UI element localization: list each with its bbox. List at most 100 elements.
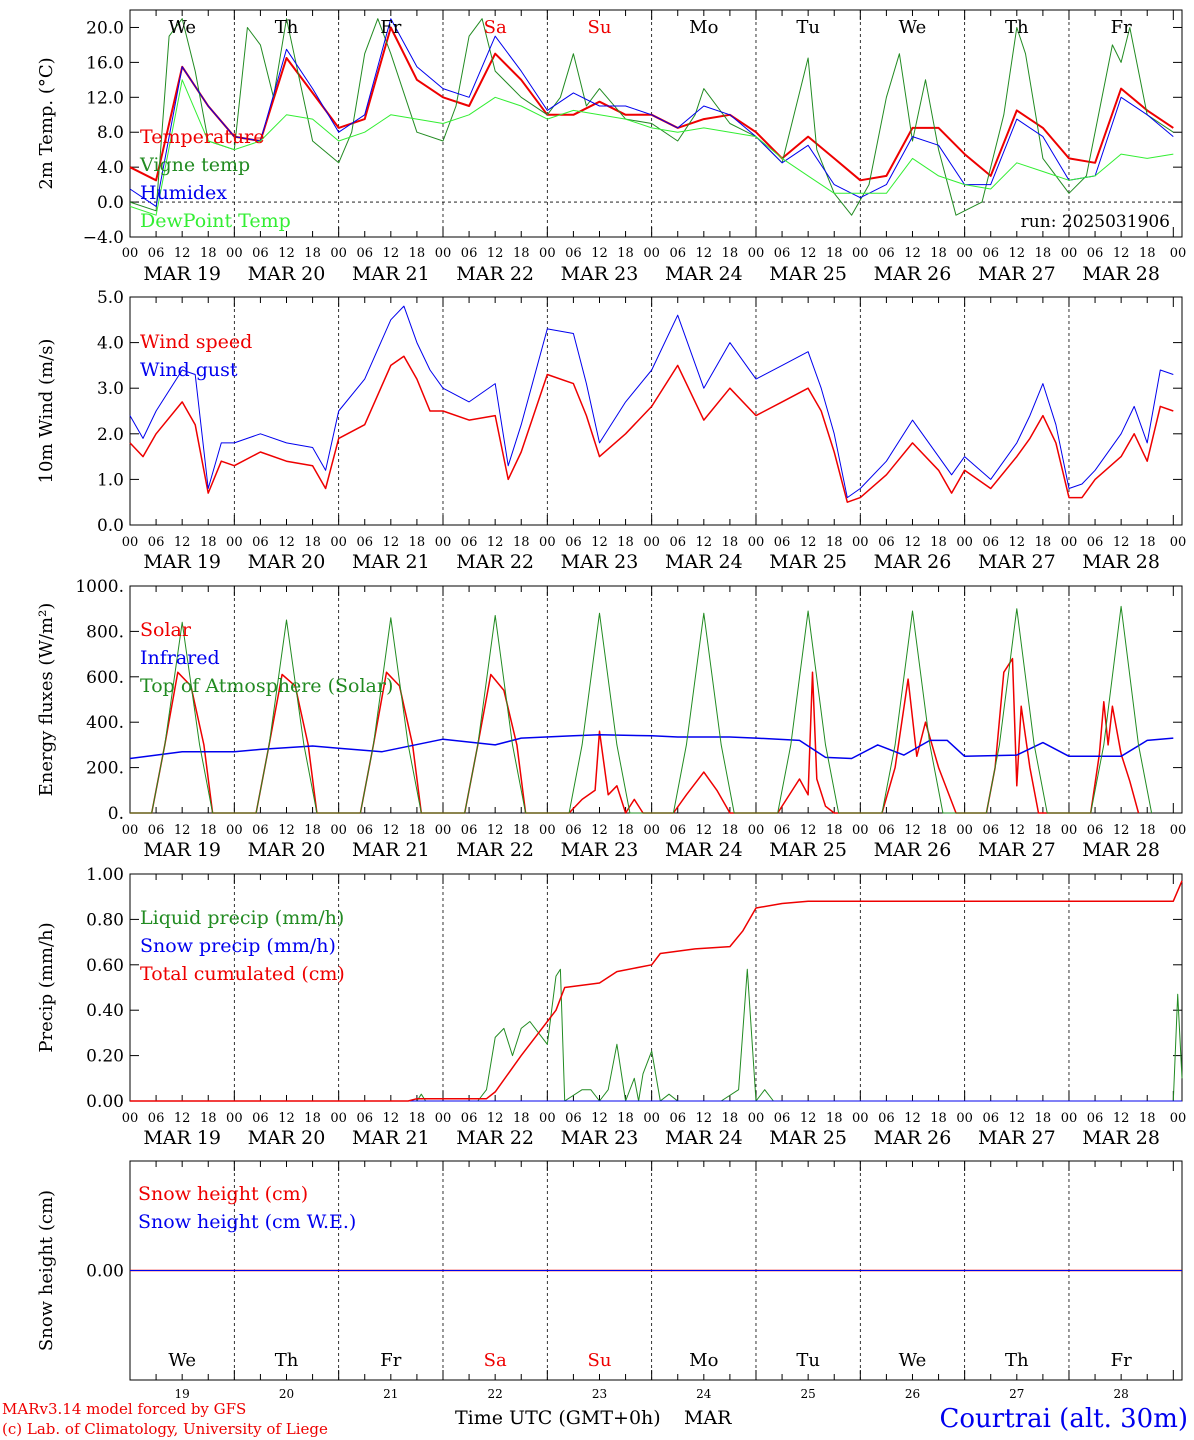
hour-tick-label: 18 bbox=[617, 535, 634, 550]
legend-entry: Vigne temp bbox=[139, 154, 250, 176]
legend-entry: Solar bbox=[140, 619, 192, 641]
hour-tick-label: 18 bbox=[930, 246, 947, 261]
y-tick-label: 3.0 bbox=[97, 379, 124, 399]
hour-tick-label: 00 bbox=[643, 823, 660, 838]
hour-tick-label: 12 bbox=[800, 1111, 817, 1126]
hour-tick-label: 00 bbox=[539, 535, 556, 550]
hour-tick-label: 12 bbox=[383, 246, 400, 261]
hour-tick-label: 06 bbox=[252, 246, 269, 261]
date-label: MAR 26 bbox=[874, 839, 952, 861]
hour-tick-label: 06 bbox=[148, 823, 165, 838]
hour-tick-label: 06 bbox=[565, 535, 582, 550]
hour-tick-label: 18 bbox=[722, 246, 739, 261]
hour-tick-label: 06 bbox=[878, 246, 895, 261]
hour-tick-label: 12 bbox=[696, 1111, 713, 1126]
hour-tick-label: 00 bbox=[852, 1111, 869, 1126]
hour-tick-label: 12 bbox=[904, 535, 921, 550]
legend-entry: Snow precip (mm/h) bbox=[140, 935, 336, 957]
y-tick-label: 0.00 bbox=[86, 1262, 124, 1282]
hour-tick-label: 06 bbox=[1087, 1111, 1104, 1126]
month-label: MAR bbox=[684, 1407, 732, 1429]
hour-tick-label: 18 bbox=[1035, 823, 1052, 838]
hour-tick-label: 12 bbox=[174, 1111, 191, 1126]
y-axis-label: Snow height (cm) bbox=[36, 1190, 57, 1351]
hour-tick-label: 12 bbox=[278, 535, 295, 550]
hour-tick-label: 12 bbox=[383, 823, 400, 838]
day-number: 24 bbox=[696, 1387, 712, 1401]
hour-tick-label: 12 bbox=[487, 535, 504, 550]
hour-tick-label: 06 bbox=[669, 1111, 686, 1126]
hour-tick-label: 06 bbox=[1087, 246, 1104, 261]
hour-tick-label: 18 bbox=[409, 1111, 426, 1126]
legend-entry: Liquid precip (mm/h) bbox=[140, 907, 344, 929]
day-number: 26 bbox=[905, 1387, 920, 1401]
hour-tick-label: 18 bbox=[1139, 535, 1156, 550]
hour-tick-label: 12 bbox=[174, 823, 191, 838]
hour-tick-label: 12 bbox=[278, 246, 295, 261]
hour-tick-label: 18 bbox=[200, 246, 217, 261]
hour-tick-label: 00 bbox=[122, 246, 139, 261]
hour-tick-label: 00 bbox=[956, 1111, 973, 1126]
hour-tick-label: 06 bbox=[252, 535, 269, 550]
hour-tick-label: 06 bbox=[878, 1111, 895, 1126]
legend-entry: Top of Atmosphere (Solar) bbox=[140, 675, 393, 697]
hour-tick-label: 06 bbox=[878, 823, 895, 838]
legend-entry: Snow height (cm W.E.) bbox=[138, 1211, 356, 1233]
weekday-label: Sa bbox=[484, 1350, 507, 1371]
hour-tick-label: 06 bbox=[356, 1111, 373, 1126]
weekday-label: Su bbox=[588, 1350, 612, 1371]
hour-tick-label: 06 bbox=[774, 535, 791, 550]
date-label: MAR 26 bbox=[874, 1127, 952, 1149]
hour-tick-label: 12 bbox=[591, 823, 608, 838]
legend-entry: Humidex bbox=[140, 182, 227, 204]
temp-panel: −4.0 0.0 4.0 8.0 12.0 16.0 20.0 2m Temp. (°C) Te… bbox=[36, 9, 1186, 285]
y-tick-label: 12.0 bbox=[86, 88, 124, 108]
hour-tick-label: 00 bbox=[330, 246, 347, 261]
date-label: MAR 24 bbox=[665, 551, 743, 573]
hour-tick-label: 18 bbox=[826, 535, 843, 550]
y-tick-label: 1.00 bbox=[86, 865, 124, 885]
date-label: MAR 22 bbox=[456, 551, 534, 573]
hour-tick-label: 06 bbox=[878, 535, 895, 550]
hour-tick-label: 00 bbox=[1061, 246, 1078, 261]
day-number: 19 bbox=[175, 1387, 190, 1401]
hour-tick-label: 00 bbox=[1061, 535, 1078, 550]
hour-tick-label: 06 bbox=[461, 1111, 478, 1126]
date-label: MAR 21 bbox=[352, 551, 430, 573]
hour-tick-label: 18 bbox=[200, 823, 217, 838]
date-label: MAR 25 bbox=[769, 263, 847, 285]
day-number: 21 bbox=[383, 1387, 398, 1401]
weekday-label: Tu bbox=[796, 1350, 820, 1371]
y-tick-label: 0.40 bbox=[86, 1001, 124, 1021]
y-tick-label: 4.0 bbox=[97, 334, 124, 354]
date-label: MAR 20 bbox=[248, 839, 326, 861]
hour-tick-label: 12 bbox=[591, 1111, 608, 1126]
model-credit: MARv3.14 model forced by GFS bbox=[2, 1400, 246, 1418]
hour-tick-label: 00 bbox=[226, 1111, 243, 1126]
hour-tick-label: 12 bbox=[591, 535, 608, 550]
hour-tick-label: 06 bbox=[356, 823, 373, 838]
day-number: 28 bbox=[1113, 1387, 1128, 1401]
hour-tick-label: 00 bbox=[330, 1111, 347, 1126]
hour-tick-label: 00 bbox=[748, 246, 765, 261]
hour-tick-label: 18 bbox=[304, 823, 321, 838]
weekday-label: Sa bbox=[484, 17, 507, 38]
date-label: MAR 22 bbox=[456, 263, 534, 285]
series-line-wind-gust bbox=[129, 305, 1174, 499]
hour-tick-label: 00 bbox=[956, 823, 973, 838]
date-label: MAR 19 bbox=[143, 263, 221, 285]
y-axis-label: 10m Wind (m/s) bbox=[36, 339, 57, 484]
y-tick-label: 4.0 bbox=[97, 158, 124, 178]
hour-tick-label: 00 bbox=[330, 823, 347, 838]
hour-tick-label: 12 bbox=[383, 1111, 400, 1126]
y-tick-label: 20.0 bbox=[86, 18, 124, 38]
wind-panel: 0.0 1.0 2.0 3.0 4.0 5.0 10m Wind (m/s) Wind spe… bbox=[36, 288, 1186, 573]
hour-tick-label: 12 bbox=[487, 823, 504, 838]
hour-tick-label: 12 bbox=[696, 246, 713, 261]
precip-panel: 0.00 0.20 0.40 0.60 0.80 1.00 Precip (mm/h) Liq… bbox=[36, 865, 1186, 1149]
date-label: MAR 28 bbox=[1082, 551, 1160, 573]
hour-tick-label: 00 bbox=[435, 1111, 452, 1126]
weekday-label: Th bbox=[1005, 17, 1029, 38]
weekday-label: We bbox=[899, 1350, 927, 1371]
day-number: 25 bbox=[801, 1387, 816, 1401]
